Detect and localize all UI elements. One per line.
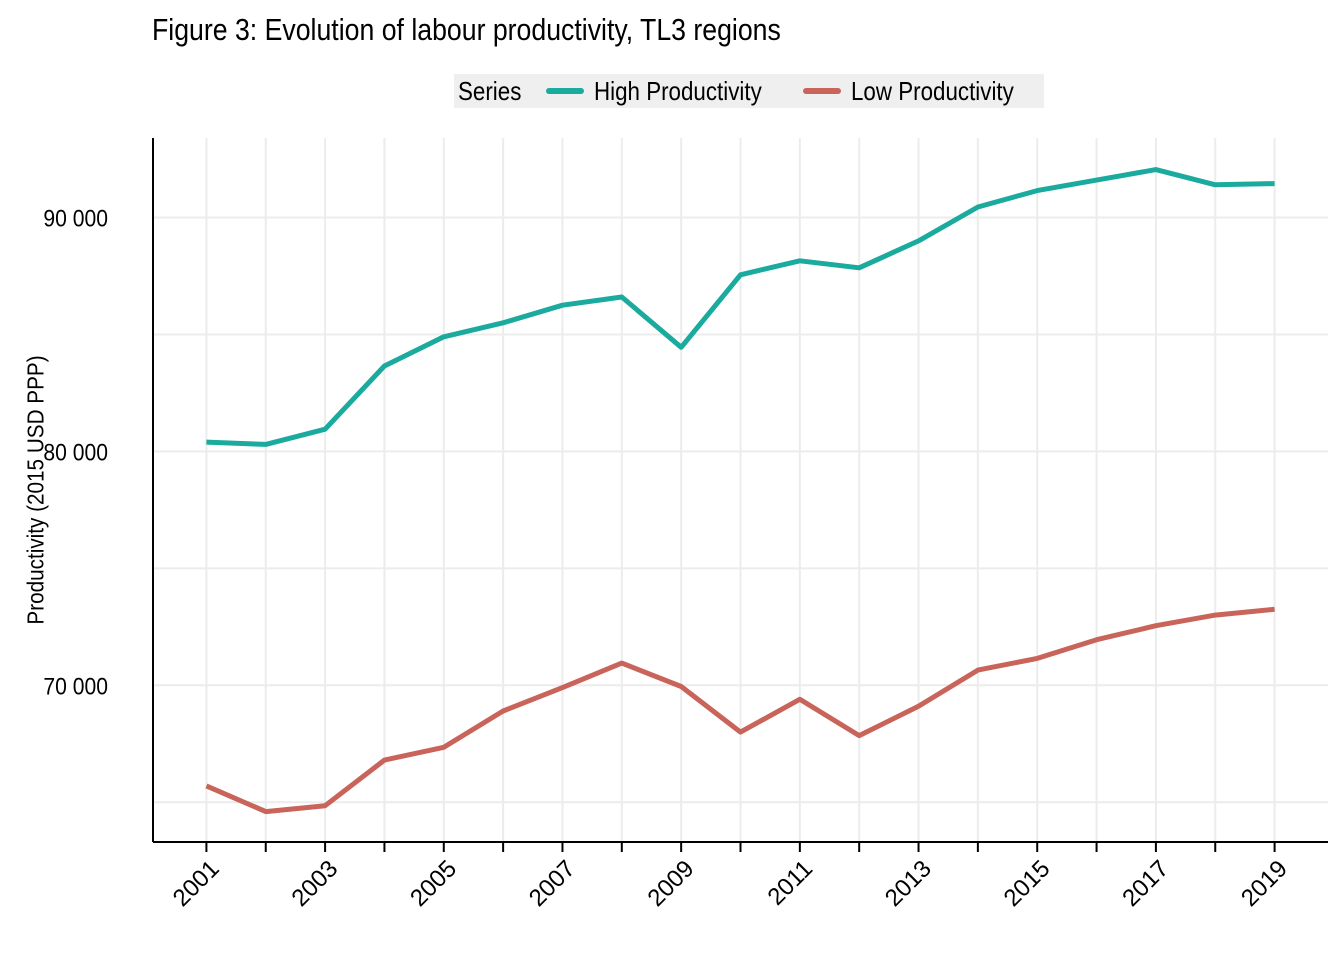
x-tick-label: 2001 [168, 855, 225, 912]
series-line-low-productivity [205, 606, 1275, 815]
legend-label-high: High Productivity [593, 75, 762, 106]
x-tick-label: 2005 [405, 855, 462, 912]
x-tick-label: 2009 [643, 855, 700, 912]
x-tick-label: 2019 [1236, 855, 1293, 912]
x-tick-label: 2015 [999, 855, 1056, 912]
legend-title: Series [458, 75, 522, 106]
x-tick-label: 2011 [763, 855, 819, 911]
x-tick-label: 2007 [524, 855, 581, 912]
x-tick-label: 2013 [880, 855, 937, 912]
legend-label-low: Low Productivity [850, 75, 1014, 106]
y-tick-label: 80 000 [43, 439, 108, 466]
legend-swatch-low [802, 88, 841, 94]
series-line-high-productivity [206, 167, 1275, 447]
y-tick-label: 70 000 [43, 673, 108, 700]
x-tick-label: 2017 [1117, 855, 1174, 912]
legend-swatch-high [545, 88, 584, 94]
x-tick-label: 2003 [286, 855, 343, 912]
y-tick-label: 90 000 [43, 205, 108, 232]
chart-title: Figure 3: Evolution of labour productivi… [152, 12, 781, 47]
legend: Series High Productivity Low Productivit… [454, 74, 1045, 108]
